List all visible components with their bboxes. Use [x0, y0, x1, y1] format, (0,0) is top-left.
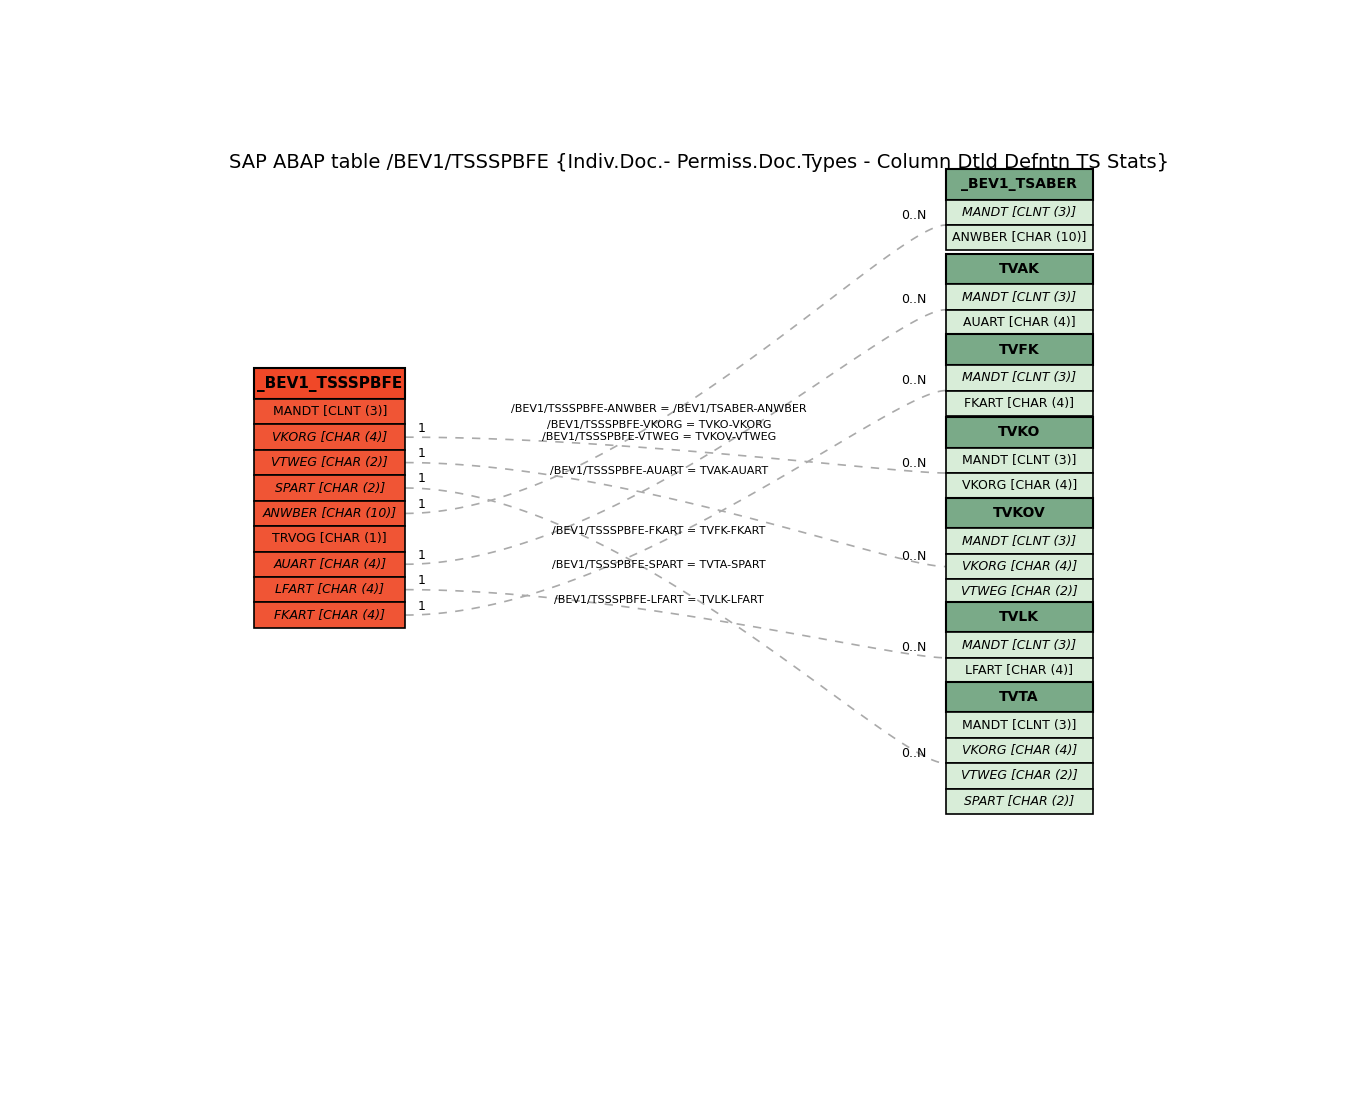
- Bar: [254, 552, 405, 577]
- Bar: [945, 200, 1093, 225]
- Text: VKORG [CHAR (4)]: VKORG [CHAR (4)]: [962, 560, 1076, 573]
- Text: TVLK: TVLK: [998, 610, 1039, 624]
- Bar: [254, 424, 405, 449]
- Text: 1: 1: [417, 600, 426, 612]
- Bar: [254, 475, 405, 501]
- Text: 0..N: 0..N: [902, 209, 926, 222]
- Text: VTWEG [CHAR (2)]: VTWEG [CHAR (2)]: [960, 586, 1078, 599]
- Bar: [945, 554, 1093, 579]
- Text: 0..N: 0..N: [902, 293, 926, 307]
- Text: 0..N: 0..N: [902, 642, 926, 654]
- Bar: [945, 764, 1093, 789]
- Text: 1: 1: [417, 447, 426, 460]
- Text: LFART [CHAR (4)]: LFART [CHAR (4)]: [276, 584, 385, 596]
- Text: 0..N: 0..N: [902, 747, 926, 759]
- Bar: [945, 498, 1093, 529]
- Bar: [945, 169, 1093, 200]
- Text: TVTA: TVTA: [1000, 690, 1039, 704]
- Bar: [945, 632, 1093, 658]
- Text: /BEV1/TSSSPBFE-LFART = TVLK-LFART: /BEV1/TSSSPBFE-LFART = TVLK-LFART: [554, 595, 764, 604]
- Text: _BEV1_TSABER: _BEV1_TSABER: [962, 177, 1078, 191]
- Bar: [945, 579, 1093, 604]
- Bar: [945, 473, 1093, 499]
- Text: MANDT [CLNT (3)]: MANDT [CLNT (3)]: [962, 454, 1076, 467]
- Text: VTWEG [CHAR (2)]: VTWEG [CHAR (2)]: [960, 769, 1078, 782]
- Text: MANDT [CLNT (3)]: MANDT [CLNT (3)]: [962, 371, 1076, 385]
- Bar: [945, 285, 1093, 310]
- Bar: [945, 365, 1093, 390]
- Text: AUART [CHAR (4)]: AUART [CHAR (4)]: [963, 315, 1075, 329]
- Text: VKORG [CHAR (4)]: VKORG [CHAR (4)]: [962, 744, 1076, 757]
- Bar: [254, 449, 405, 475]
- Text: TVAK: TVAK: [998, 262, 1039, 276]
- Bar: [945, 225, 1093, 251]
- Text: MANDT [CLNT (3)]: MANDT [CLNT (3)]: [273, 406, 387, 419]
- Text: 1: 1: [417, 473, 426, 486]
- Text: /BEV1/TSSSPBFE-VKORG = TVKO-VKORG
/BEV1/TSSSPBFE-VTWEG = TVKOV-VTWEG: /BEV1/TSSSPBFE-VKORG = TVKO-VKORG /BEV1/…: [542, 420, 776, 442]
- Bar: [254, 602, 405, 628]
- Text: 1: 1: [417, 422, 426, 434]
- Text: /BEV1/TSSSPBFE-FKART = TVFK-FKART: /BEV1/TSSSPBFE-FKART = TVFK-FKART: [552, 526, 765, 536]
- Bar: [254, 526, 405, 552]
- Text: FKART [CHAR (4)]: FKART [CHAR (4)]: [274, 609, 385, 622]
- Text: 1: 1: [417, 574, 426, 587]
- Text: 0..N: 0..N: [902, 551, 926, 563]
- Text: VKORG [CHAR (4)]: VKORG [CHAR (4)]: [273, 431, 387, 444]
- Text: _BEV1_TSSSPBFE: _BEV1_TSSSPBFE: [258, 376, 402, 391]
- Bar: [945, 681, 1093, 712]
- Text: TVKOV: TVKOV: [993, 506, 1045, 520]
- Bar: [254, 399, 405, 424]
- Text: AUART [CHAR (4)]: AUART [CHAR (4)]: [273, 557, 386, 570]
- Text: MANDT [CLNT (3)]: MANDT [CLNT (3)]: [962, 534, 1076, 547]
- Text: ANWBER [CHAR (10)]: ANWBER [CHAR (10)]: [952, 231, 1086, 244]
- Bar: [254, 577, 405, 602]
- Text: MANDT [CLNT (3)]: MANDT [CLNT (3)]: [962, 639, 1076, 652]
- Bar: [945, 789, 1093, 814]
- Text: /BEV1/TSSSPBFE-ANWBER = /BEV1/TSABER-ANWBER: /BEV1/TSSSPBFE-ANWBER = /BEV1/TSABER-ANW…: [512, 404, 807, 414]
- Bar: [945, 417, 1093, 447]
- Bar: [945, 737, 1093, 764]
- Text: TVKO: TVKO: [998, 425, 1041, 440]
- Bar: [945, 334, 1093, 365]
- Text: /BEV1/TSSSPBFE-AUART = TVAK-AUART: /BEV1/TSSSPBFE-AUART = TVAK-AUART: [550, 466, 768, 476]
- Text: VTWEG [CHAR (2)]: VTWEG [CHAR (2)]: [271, 456, 389, 469]
- Text: ANWBER [CHAR (10)]: ANWBER [CHAR (10)]: [263, 507, 397, 520]
- Text: MANDT [CLNT (3)]: MANDT [CLNT (3)]: [962, 290, 1076, 303]
- Text: 0..N: 0..N: [902, 456, 926, 469]
- Bar: [945, 447, 1093, 473]
- Bar: [945, 390, 1093, 417]
- Bar: [254, 368, 405, 399]
- Text: 1: 1: [417, 548, 426, 562]
- Text: /BEV1/TSSSPBFE-SPART = TVTA-SPART: /BEV1/TSSSPBFE-SPART = TVTA-SPART: [552, 559, 765, 569]
- Text: SPART [CHAR (2)]: SPART [CHAR (2)]: [274, 481, 385, 495]
- Text: MANDT [CLNT (3)]: MANDT [CLNT (3)]: [962, 206, 1076, 219]
- Text: TRVOG [CHAR (1)]: TRVOG [CHAR (1)]: [273, 532, 387, 545]
- Text: TVFK: TVFK: [998, 343, 1039, 357]
- Text: VKORG [CHAR (4)]: VKORG [CHAR (4)]: [962, 479, 1076, 492]
- Text: LFART [CHAR (4)]: LFART [CHAR (4)]: [966, 664, 1073, 677]
- Text: SAP ABAP table /BEV1/TSSSPBFE {Indiv.Doc.- Permiss.Doc.Types - Column Dtld Defnt: SAP ABAP table /BEV1/TSSSPBFE {Indiv.Doc…: [229, 153, 1169, 173]
- Text: 0..N: 0..N: [902, 375, 926, 387]
- Bar: [945, 658, 1093, 684]
- Bar: [254, 501, 405, 526]
- Bar: [945, 529, 1093, 554]
- Bar: [945, 310, 1093, 335]
- Bar: [945, 712, 1093, 737]
- Bar: [945, 601, 1093, 632]
- Text: FKART [CHAR (4)]: FKART [CHAR (4)]: [964, 397, 1073, 410]
- Text: MANDT [CLNT (3)]: MANDT [CLNT (3)]: [962, 719, 1076, 732]
- Text: SPART [CHAR (2)]: SPART [CHAR (2)]: [964, 795, 1075, 808]
- Text: 1: 1: [417, 498, 426, 511]
- Bar: [945, 254, 1093, 285]
